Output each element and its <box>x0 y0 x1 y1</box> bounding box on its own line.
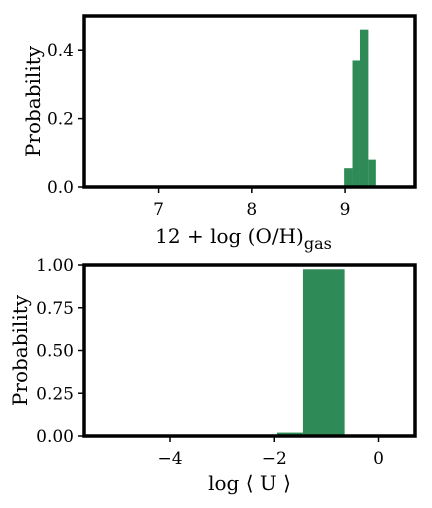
histogram-bar <box>359 29 369 188</box>
x-tick-label: 8 <box>246 200 257 220</box>
ionization-histogram: −4 −2 0 0.00 0.25 0.50 0.75 1.00 log ⟨ U ⟩ Probab… <box>8 256 417 495</box>
x-tick-label: 0 <box>373 449 384 469</box>
x-tick-label: −4 <box>157 449 182 469</box>
y-tick-label: 0.00 <box>36 427 74 447</box>
x-tick-label: 7 <box>153 200 164 220</box>
x-tick-label: 9 <box>340 200 351 220</box>
plot-frame <box>82 14 417 189</box>
histogram-bar <box>302 269 345 436</box>
x-tick-label: −2 <box>262 449 287 469</box>
y-tick-label: 0.75 <box>36 299 74 319</box>
histogram-bar <box>344 168 353 187</box>
y-tick-label: 0.0 <box>47 178 74 198</box>
y-axis-label: Probability <box>8 294 32 406</box>
y-tick-label: 1.00 <box>36 256 74 276</box>
y-axis-label: Probability <box>21 45 45 157</box>
y-tick-label: 0.4 <box>47 41 74 61</box>
y-tick-label: 0.25 <box>36 384 74 404</box>
plot-frame <box>82 263 417 438</box>
histogram-bar <box>368 159 376 187</box>
histogram-bar <box>352 60 360 187</box>
y-tick-label: 0.2 <box>47 110 74 130</box>
metallicity-histogram: 7 8 9 0.0 0.2 0.4 12 + log (O/H)gas Probability <box>21 14 417 253</box>
x-axis-label: log ⟨ U ⟩ <box>208 471 291 495</box>
x-axis-label: 12 + log (O/H)gas <box>155 224 332 253</box>
y-tick-label: 0.50 <box>36 342 74 362</box>
